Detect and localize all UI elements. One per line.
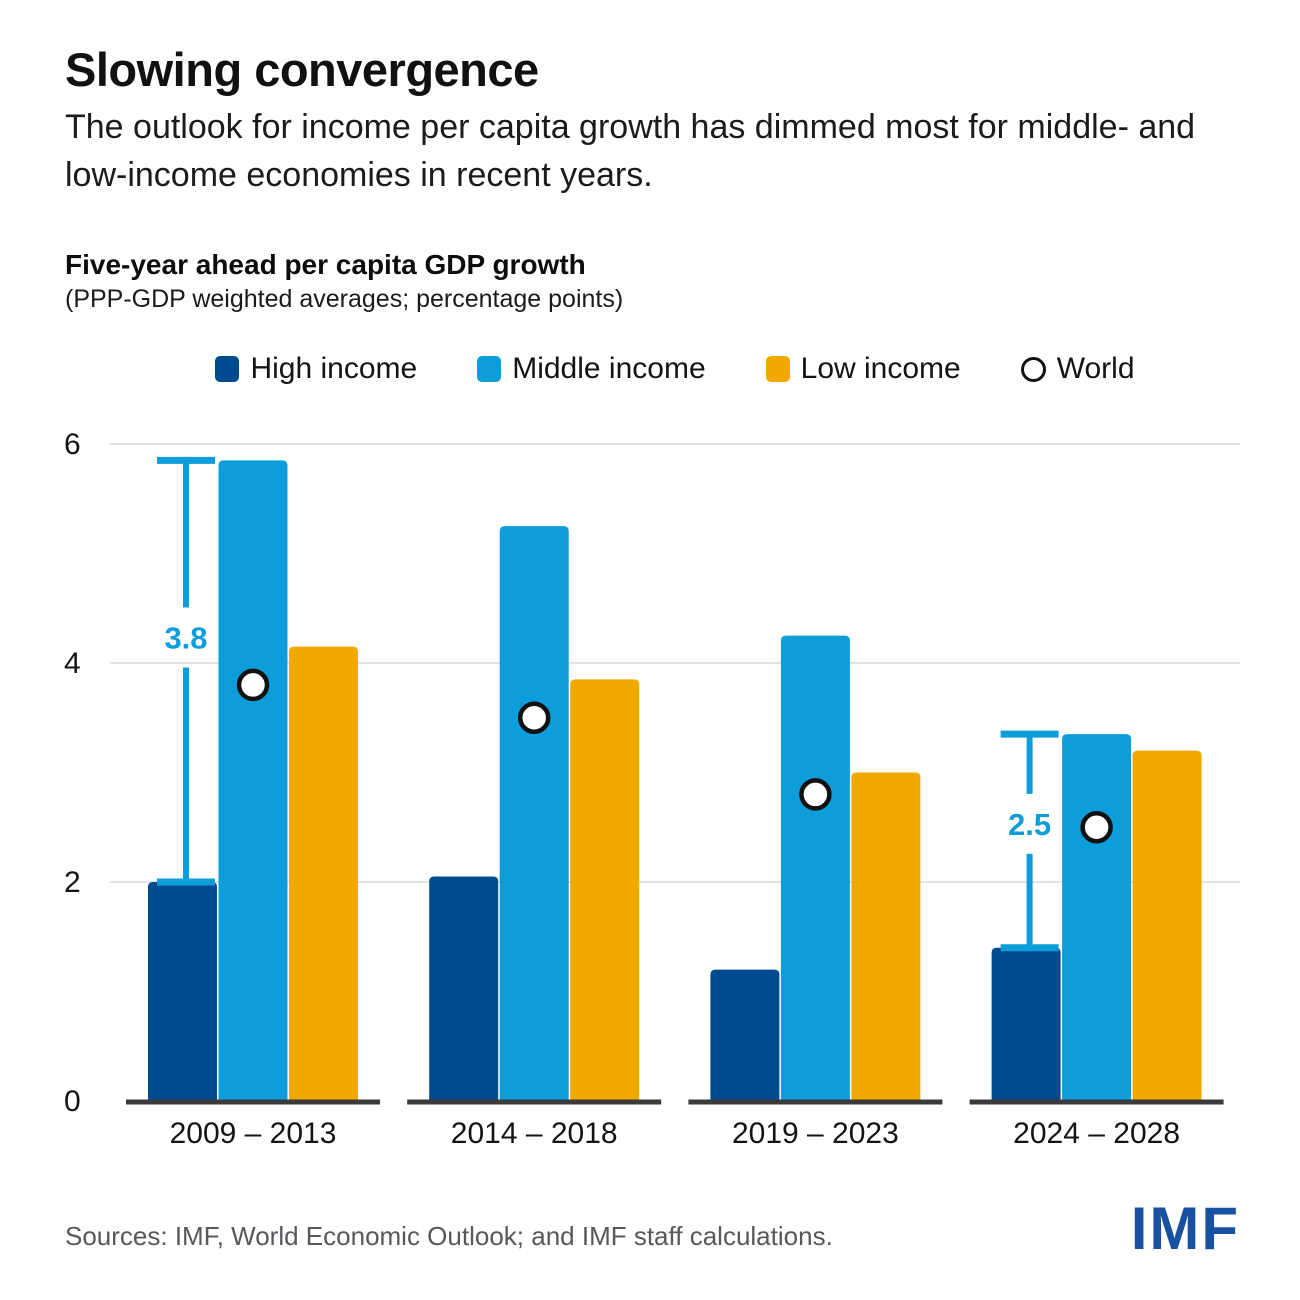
y-tick-label-6: 6 xyxy=(64,428,81,461)
chart-title: Five-year ahead per capita GDP growth xyxy=(65,249,586,280)
x-label-2: 2019 – 2023 xyxy=(732,1117,899,1150)
world-marker-3 xyxy=(1080,811,1113,844)
legend-item-middle-income: Middle income xyxy=(477,352,706,386)
world-marker-1 xyxy=(517,701,551,734)
chart-note: (PPP-GDP weighted averages; percentage p… xyxy=(65,285,624,313)
bar-low-income-2 xyxy=(851,772,921,1101)
bar-middle-income-2 xyxy=(780,635,850,1101)
x-label-0: 2009 – 2013 xyxy=(170,1117,337,1150)
legend-item-low-income: Low income xyxy=(765,352,961,386)
bar-chart: 0 2 4 6 2009 – 2013 2014 – 2018 2019 – 2023 202… xyxy=(64,428,1240,1150)
legend-label: World xyxy=(1056,352,1135,385)
imf-logo: IMF xyxy=(1130,1195,1240,1262)
bar-middle-income-0 xyxy=(218,460,288,1101)
world-circle-icon xyxy=(1020,356,1046,382)
world-marker-0 xyxy=(236,668,270,702)
series-swatch-icon xyxy=(765,356,790,382)
series-swatch-icon xyxy=(215,356,240,382)
annotation-value-2.5: 2.5 xyxy=(1008,807,1051,842)
bar-high-income-2 xyxy=(710,969,780,1101)
chart: 0 2 4 6 2009 – 2013 2014 – 2018 2019 – 2023 202… xyxy=(0,420,1300,1180)
legend-label: Low income xyxy=(800,352,961,385)
bar-high-income-1 xyxy=(429,876,499,1101)
series-swatch-icon xyxy=(477,356,502,382)
world-marker-2 xyxy=(799,778,832,811)
bar-high-income-3 xyxy=(991,947,1061,1101)
bar-low-income-0 xyxy=(289,646,358,1101)
page-title: Slowing convergence xyxy=(65,43,539,96)
y-tick-label-4: 4 xyxy=(64,647,81,680)
legend-item-world: World xyxy=(1020,352,1135,386)
bar-low-income-1 xyxy=(570,679,640,1101)
bar-middle-income-3 xyxy=(1062,734,1132,1101)
bar-high-income-0 xyxy=(148,882,217,1101)
y-tick-label-2: 2 xyxy=(64,866,81,899)
legend: High income Middle income Low income World xyxy=(110,352,1240,386)
x-label-1: 2014 – 2018 xyxy=(451,1117,618,1150)
legend-item-high-income: High income xyxy=(215,352,417,386)
source-note: Sources: IMF, World Economic Outlook; an… xyxy=(65,1221,833,1251)
legend-label: Middle income xyxy=(512,352,706,385)
annotation-value-3.8: 3.8 xyxy=(164,620,207,655)
bar-middle-income-1 xyxy=(499,526,569,1101)
legend-label: High income xyxy=(250,352,418,385)
bar-low-income-3 xyxy=(1132,750,1202,1101)
page-subtitle: The outlook for income per capita growth… xyxy=(65,108,1196,194)
y-tick-label-0: 0 xyxy=(64,1085,81,1118)
x-label-3: 2024 – 2028 xyxy=(1013,1117,1180,1150)
